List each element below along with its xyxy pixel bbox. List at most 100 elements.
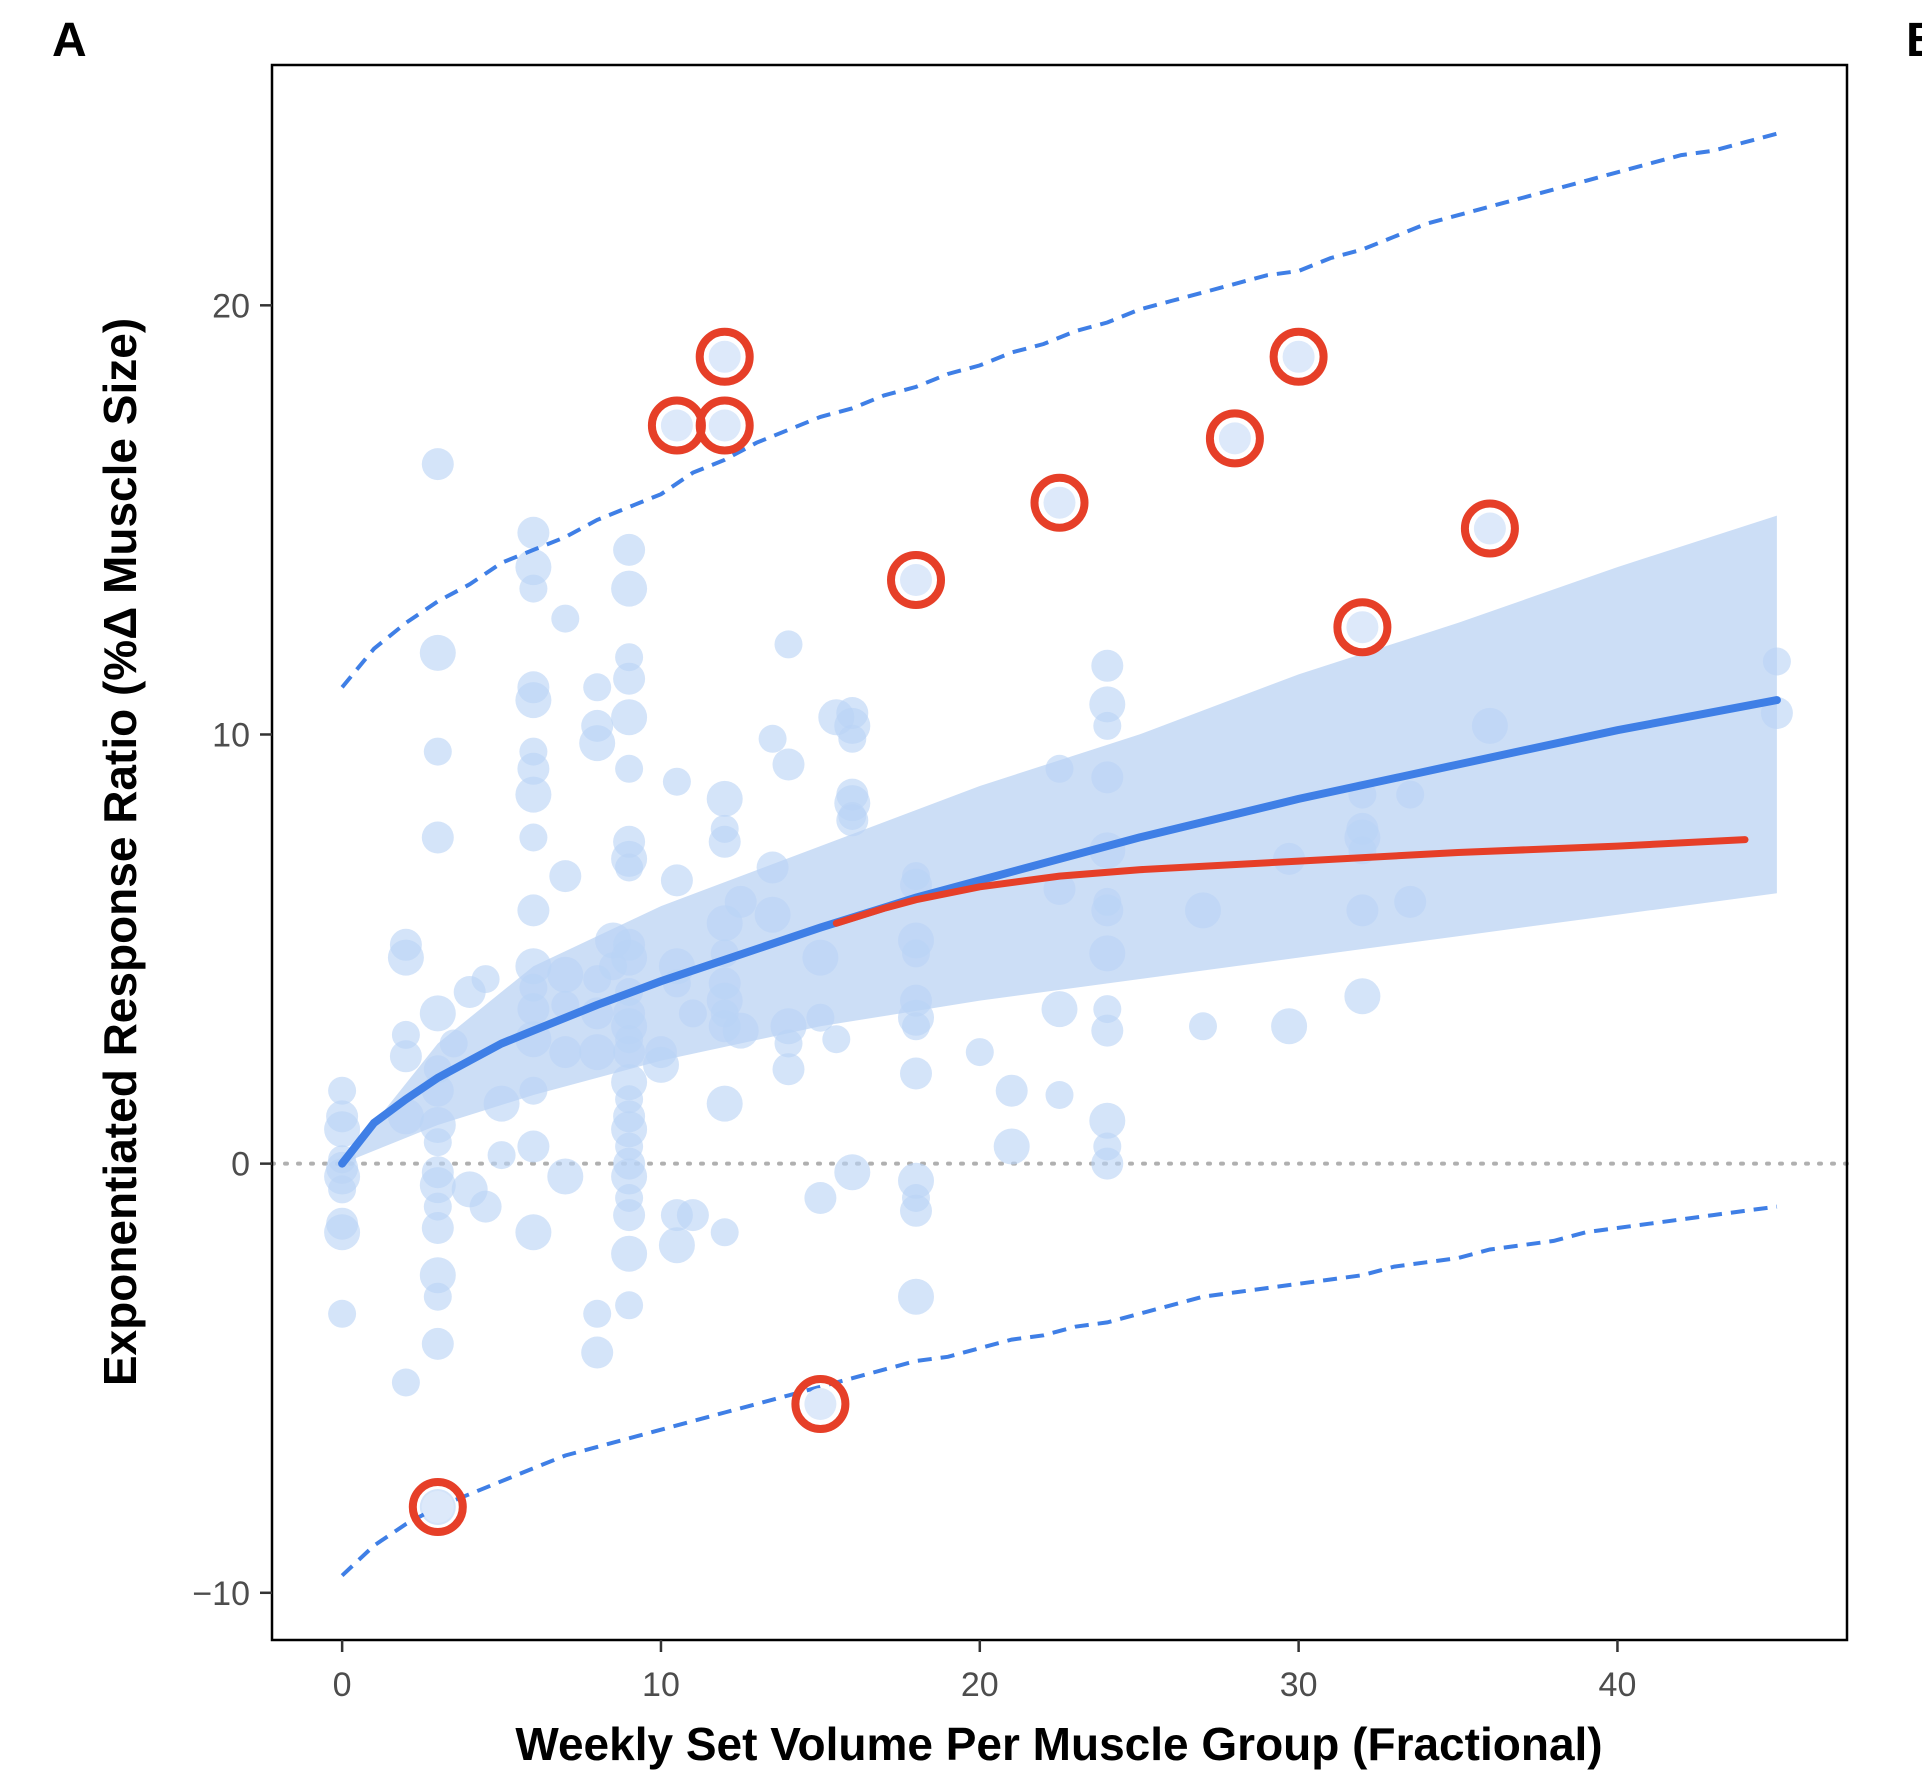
highlight-ring [695, 396, 754, 455]
data-point [822, 1025, 851, 1054]
highlight-ring [1333, 598, 1392, 657]
data-point [387, 939, 424, 976]
data-point [900, 1057, 932, 1090]
data-point [710, 1218, 739, 1247]
highlighted-point [695, 327, 754, 386]
y-tick-label: 10 [212, 716, 250, 754]
data-point [419, 1257, 456, 1294]
data-point [421, 448, 454, 481]
data-point [1091, 649, 1124, 682]
data-point [519, 823, 548, 852]
data-point [328, 1299, 357, 1328]
data-point [706, 1085, 743, 1122]
data-point [517, 993, 550, 1026]
data-point [806, 1003, 835, 1032]
data-point [836, 804, 869, 837]
data-point [993, 1128, 1030, 1165]
data-point [722, 1012, 759, 1049]
data-point [772, 1053, 805, 1086]
data-point [706, 780, 743, 817]
data-point [517, 1130, 550, 1163]
data-point [615, 853, 644, 882]
y-tick-label: 20 [212, 287, 250, 325]
data-point [643, 1046, 679, 1083]
data-point [658, 1227, 695, 1264]
highlighted-point [695, 396, 754, 455]
data-point [421, 1212, 454, 1244]
highlighted-point-fill [1043, 486, 1076, 519]
highlighted-point-fill [1473, 512, 1506, 545]
data-point [1346, 894, 1379, 927]
prediction-interval-upper [340, 131, 1778, 689]
x-tick-label: 10 [642, 1666, 680, 1704]
data-point [1091, 1147, 1124, 1180]
data-point [583, 1299, 612, 1328]
highlighted-point-fill [900, 564, 932, 596]
panel-label-a: A [52, 14, 87, 67]
data-point [471, 965, 500, 994]
highlighted-point-fill [1218, 422, 1251, 455]
x-tick-label: 30 [1280, 1666, 1318, 1704]
data-point [1394, 885, 1427, 918]
data-point [549, 1036, 582, 1069]
highlighted-point [1460, 499, 1519, 558]
data-point [1471, 707, 1508, 744]
data-point [662, 767, 691, 796]
data-point [389, 1040, 422, 1073]
data-point [615, 643, 644, 672]
data-point [613, 1036, 646, 1069]
highlight-ring [1205, 409, 1264, 468]
data-point [519, 574, 548, 603]
data-point [995, 1074, 1028, 1107]
data-point [802, 939, 839, 976]
data-point [724, 885, 757, 918]
data-point [611, 570, 648, 607]
data-point [1043, 873, 1076, 905]
data-point [1762, 647, 1791, 676]
highlighted-point [887, 551, 945, 609]
y-axis: −10 0 10 20 [192, 287, 272, 1613]
data-point [423, 1282, 452, 1311]
data-point [517, 516, 550, 549]
data-point [660, 864, 693, 897]
data-point [419, 634, 456, 671]
x-tick-label: 20 [961, 1666, 999, 1704]
data-point [1091, 894, 1124, 927]
data-point [551, 604, 580, 633]
data-point [1396, 780, 1425, 809]
data-point [579, 725, 616, 762]
data-point [581, 1336, 614, 1369]
data-point [421, 1327, 454, 1360]
data-point [758, 724, 787, 753]
data-point [902, 1012, 930, 1041]
data-point [1091, 761, 1124, 794]
data-point [583, 673, 612, 702]
data-point [328, 1175, 357, 1204]
data-point [439, 1029, 468, 1058]
data-point [1089, 1102, 1126, 1139]
data-point [1045, 754, 1074, 783]
data-point [1089, 935, 1126, 972]
data-point [613, 1199, 646, 1232]
prediction-interval-lower [340, 1204, 1778, 1578]
data-point [487, 1141, 516, 1170]
data-point [1091, 1014, 1124, 1047]
data-point [678, 999, 707, 1028]
data-point [1185, 892, 1221, 929]
data-point [324, 1214, 361, 1251]
highlighted-point [791, 1375, 850, 1433]
data-point [419, 995, 456, 1032]
fit-line [338, 696, 1781, 1168]
data-point [898, 1278, 934, 1315]
highlighted-point-fill [804, 1388, 837, 1420]
threshold-fit-line [832, 836, 1749, 927]
highlight-ring [408, 1478, 467, 1536]
plot-border [270, 63, 1849, 1642]
highlighted-point [1333, 598, 1392, 657]
highlighted-point-fill [1346, 611, 1379, 644]
data-point [1089, 686, 1126, 723]
highlighted-points [408, 327, 1519, 1536]
data-point [517, 752, 550, 785]
data-point [754, 896, 791, 933]
